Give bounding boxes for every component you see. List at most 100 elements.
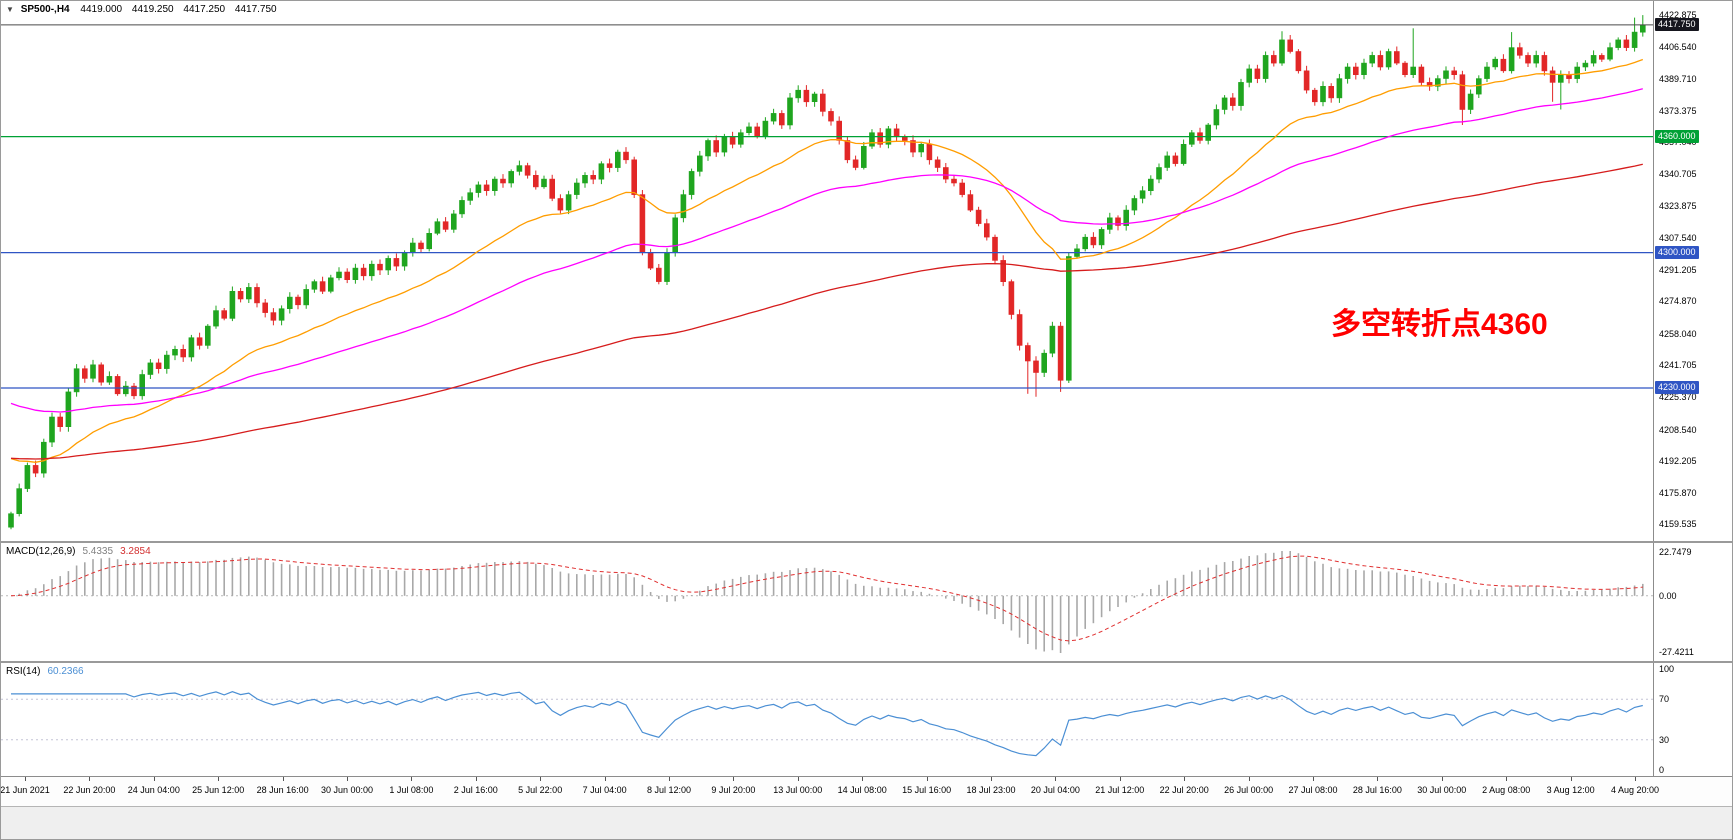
time-axis-label: 28 Jun 16:00	[256, 785, 309, 795]
time-axis-label: 7 Jul 04:00	[582, 785, 627, 795]
price-axis-label: 4373.375	[1659, 105, 1697, 116]
rsi-label: RSI(14) 60.2366	[6, 666, 84, 677]
time-axis-label: 28 Jul 16:00	[1352, 785, 1402, 795]
ohlc-close: 4417.750	[234, 4, 277, 15]
time-axis-label: 3 Aug 12:00	[1546, 785, 1595, 795]
price-axis-label: 4159.535	[1659, 519, 1697, 530]
macd-panel: MACD(12,26,9) 5.4335 3.2854 22.7479 0.00 -27…	[1, 541, 1732, 661]
ohlc-low: 4417.250	[183, 4, 226, 15]
time-axis-label: 20 Jul 04:00	[1030, 785, 1080, 795]
rsi-axis[interactable]: 100 70 30 0	[1653, 663, 1732, 776]
price-axis-label: 4323.875	[1659, 201, 1697, 212]
time-axis-tick	[797, 777, 799, 781]
time-axis-tick	[89, 777, 91, 781]
time-axis-tick	[1184, 777, 1186, 781]
rsi-value: 60.2366	[47, 666, 84, 677]
time-axis-label: 13 Jul 00:00	[773, 785, 823, 795]
rsi-panel: RSI(14) 60.2366 100 70 30 0	[1, 661, 1732, 776]
price-chart-plot[interactable]	[1, 1, 1653, 541]
time-axis-tick	[25, 777, 26, 781]
time-axis-tick	[347, 777, 348, 781]
price-axis-label: 4258.040	[1659, 328, 1697, 339]
chart-dropdown-icon[interactable]: ▼	[6, 5, 14, 14]
time-axis-label: 21 Jun 2021	[0, 785, 50, 795]
time-axis-tick	[1119, 777, 1121, 781]
ohlc-high: 4419.250	[131, 4, 174, 15]
time-axis-label: 1 Jul 08:00	[389, 785, 434, 795]
time-axis-tick	[604, 777, 606, 781]
time-axis-tick	[218, 777, 220, 781]
time-axis-tick	[926, 777, 928, 781]
price-axis-label: 4406.540	[1659, 41, 1697, 52]
time-axis-tick	[1441, 777, 1443, 781]
time-axis-label: 22 Jul 20:00	[1159, 785, 1209, 795]
time-axis-tick	[1313, 777, 1314, 781]
macd-axis-label: 22.7479	[1659, 547, 1692, 557]
price-axis-label: 4340.705	[1659, 168, 1697, 179]
rsi-plot[interactable]	[1, 663, 1653, 776]
time-axis-tick	[153, 777, 155, 781]
time-axis-tick	[1248, 777, 1250, 781]
time-axis-label: 14 Jul 08:00	[837, 785, 887, 795]
ma-fast	[10, 58, 1644, 463]
rsi-axis-label: 100	[1659, 664, 1675, 674]
time-axis-tick	[991, 777, 992, 781]
macd-axis[interactable]: 22.7479 0.00 -27.4211	[1653, 543, 1732, 661]
macd-name: MACD(12,26,9)	[6, 546, 76, 557]
macd-value-main: 5.4335	[82, 546, 114, 557]
rsi-axis-label: 0	[1659, 765, 1665, 775]
price-axis-label: 4422.875	[1659, 9, 1697, 20]
macd-value-signal: 3.2854	[120, 546, 151, 557]
macd-plot[interactable]	[1, 543, 1653, 661]
rsi-name: RSI(14)	[6, 666, 41, 677]
time-axis-tick	[669, 777, 670, 781]
price-axis-label: 4274.870	[1659, 296, 1697, 307]
time-axis-label: 26 Jul 00:00	[1224, 785, 1274, 795]
time-axis-label: 2 Aug 08:00	[1482, 785, 1531, 795]
macd-axis-label: -27.4211	[1659, 647, 1694, 657]
price-axis-label: 4241.705	[1659, 360, 1697, 371]
time-axis-tick	[862, 777, 864, 781]
chart-header: ▼ SP500-,H4 4419.000 4419.250 4417.250 4…	[6, 4, 284, 15]
symbol-timeframe: SP500-,H4	[20, 4, 70, 15]
time-axis-label: 21 Jul 12:00	[1095, 785, 1145, 795]
time-axis-label: 15 Jul 16:00	[902, 785, 952, 795]
price-axis-label: 4192.205	[1659, 456, 1697, 467]
rsi-axis-label: 70	[1659, 694, 1670, 705]
macd-signal-line	[10, 555, 1643, 642]
time-axis-label: 22 Jun 20:00	[63, 785, 116, 795]
time-axis-label: 5 Jul 22:00	[518, 785, 563, 795]
current-price-badge: 4417.750	[1655, 17, 1699, 31]
time-axis-tick	[1635, 777, 1636, 781]
price-axis-label: 4225.370	[1659, 391, 1697, 402]
ma-slow	[10, 163, 1643, 460]
price-axis-label: 4208.540	[1659, 424, 1697, 435]
time-axis-tick	[282, 777, 284, 781]
time-axis-label: 2 Jul 16:00	[453, 785, 498, 795]
time-axis-label: 4 Aug 20:00	[1610, 785, 1660, 795]
macd-label: MACD(12,26,9) 5.4335 3.2854	[6, 546, 151, 557]
price-axis-label: 4175.870	[1659, 487, 1697, 498]
time-axis-label: 9 Jul 20:00	[711, 785, 756, 795]
price-axis-label: 4389.710	[1659, 74, 1697, 85]
time-axis-label: 8 Jul 12:00	[646, 785, 692, 795]
ohlc-open: 4419.000	[80, 4, 123, 15]
time-axis-label: 30 Jul 00:00	[1417, 785, 1467, 795]
annotation-text[interactable]: 多空转折点4360	[1331, 308, 1548, 341]
time-axis-tick	[1506, 777, 1508, 781]
time-axis[interactable]: 21 Jun 2021 22 Jun 20:00 24 Jun 04:00 25 Ju…	[0, 776, 1732, 806]
price-axis[interactable]: 4422.8754406.5404389.7104373.3754357.040…	[1653, 1, 1732, 541]
time-axis-tick	[411, 777, 413, 781]
level-price-badge: 4300.000	[1655, 245, 1699, 259]
time-axis-label: 27 Jul 08:00	[1288, 785, 1338, 795]
time-axis-tick	[540, 777, 542, 781]
level-price-badge: 4360.000	[1655, 129, 1699, 143]
macd-axis-label: 0.00	[1659, 590, 1677, 601]
time-axis-label: 18 Jul 23:00	[966, 785, 1016, 795]
time-axis-label: 24 Jun 04:00	[127, 785, 180, 795]
time-axis-tick	[1377, 777, 1379, 781]
rsi-axis-label: 30	[1659, 734, 1670, 745]
time-axis-label: 30 Jun 00:00	[320, 785, 374, 795]
level-price-badge: 4230.000	[1655, 381, 1699, 394]
